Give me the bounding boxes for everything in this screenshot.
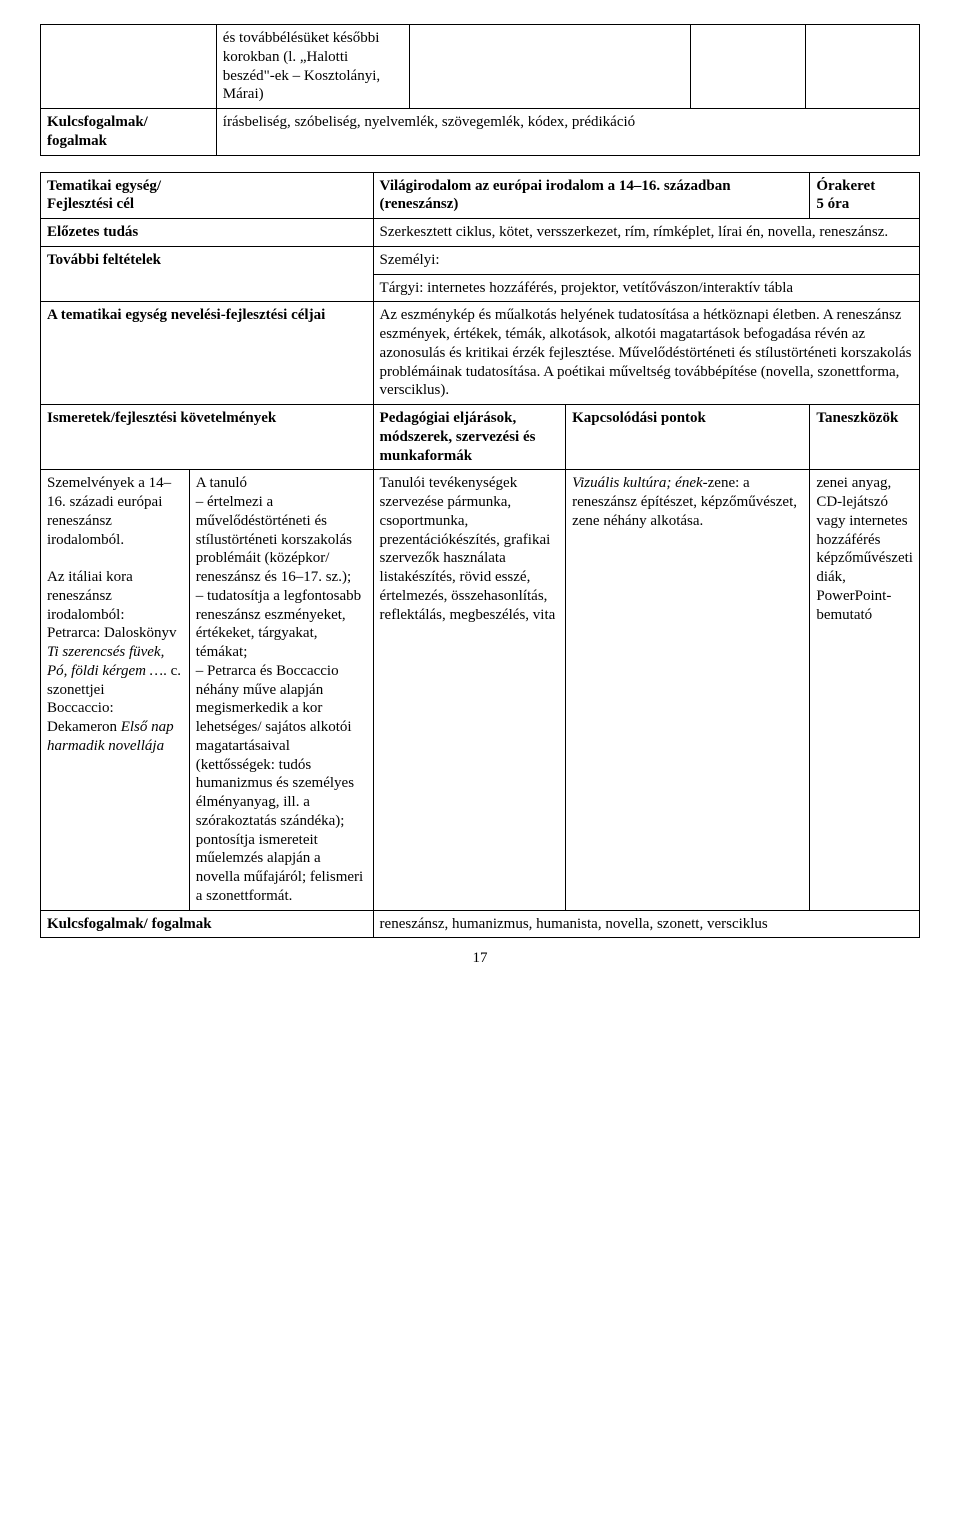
cell-szemelyi: Személyi:: [373, 246, 919, 274]
cell-tematikai-egyseg-label: Tematikai egység/ Fejlesztési cél: [41, 172, 374, 219]
text: – értelmezi a művelődéstörténeti és stíl…: [196, 494, 352, 585]
cell-celjai-label: A tematikai egység nevelési-fejlesztési …: [41, 302, 374, 405]
text: Fejlesztési cél: [47, 196, 134, 212]
table-header-block: és továbbélésüket későbbi korokban (l. „…: [40, 24, 920, 156]
cell-taneszkozok-header: Taneszközök: [810, 405, 920, 470]
cell-continuation: és továbbélésüket későbbi korokban (l. „…: [216, 25, 409, 109]
text: Petrarca: Daloskönyv: [47, 625, 177, 641]
cell-kapcsolodasi-header: Kapcsolódási pontok: [566, 405, 810, 470]
text-italic: Vizuális kultúra;: [572, 475, 671, 491]
table-main: Tematikai egység/ Fejlesztési cél Világi…: [40, 172, 920, 939]
cell-kulcsfogalmak2-label: Kulcsfogalmak/ fogalmak: [41, 910, 374, 938]
cell-ismeretek-header: Ismeretek/fejlesztési követelmények: [41, 405, 374, 470]
cell-elozetes-tudas-value: Szerkesztett ciklus, kötet, versszerkeze…: [373, 219, 919, 247]
cell-szemelvenyek: Szemelvények a 14–16. századi európai re…: [41, 470, 190, 910]
text: – tudatosítja a legfontosabb reneszánsz …: [196, 588, 361, 660]
text: Boccaccio: Dekameron: [47, 700, 121, 735]
cell-targyi: Tárgyi: internetes hozzáférés, projektor…: [373, 274, 919, 302]
text-italic: Ti szerencsés füvek, Pó, földi kérgem …: [47, 644, 164, 679]
cell-celjai-value: Az eszménykép és műalkotás helyének tuda…: [373, 302, 919, 405]
cell-pedagogiai: Tanulói tevékenységek szervezése pármunk…: [373, 470, 566, 910]
text: – Petrarca és Boccaccio néhány műve alap…: [196, 663, 363, 904]
cell-tovabbi-feltetelek-label: További feltételek: [41, 246, 374, 302]
text: A tanuló: [196, 475, 247, 491]
text: Az itáliai kora reneszánsz irodalomból:: [47, 569, 133, 623]
cell-kapcsolodasi: Vizuális kultúra; ének-zene: a reneszáns…: [566, 470, 810, 910]
cell-empty: [410, 25, 691, 109]
text-italic: ének: [671, 475, 702, 491]
cell-empty: [691, 25, 805, 109]
page-number: 17: [40, 950, 920, 967]
text: Órakeret: [816, 178, 875, 194]
cell-kulcsfogalmak2-value: reneszánsz, humanizmus, humanista, novel…: [373, 910, 919, 938]
cell-tematikai-egyseg-value: Világirodalom az európai irodalom a 14–1…: [373, 172, 810, 219]
text: Tematikai egység/: [47, 178, 161, 194]
cell-elozetes-tudas-label: Előzetes tudás: [41, 219, 374, 247]
cell-empty: [805, 25, 919, 109]
text: 5 óra: [816, 196, 849, 212]
cell-taneszkozok: zenei anyag, CD-lejátszó vagy internetes…: [810, 470, 920, 910]
cell-kulcsfogalmak-label: Kulcsfogalmak/ fogalmak: [41, 109, 217, 156]
cell-pedagogiai-header: Pedagógiai eljárások, módszerek, szervez…: [373, 405, 566, 470]
cell-empty: [41, 25, 217, 109]
text: Szemelvények a 14–16. századi európai re…: [47, 475, 171, 547]
cell-kulcsfogalmak-value: írásbeliség, szóbeliség, nyelvemlék, szö…: [216, 109, 919, 156]
cell-orakeret: Órakeret 5 óra: [810, 172, 920, 219]
cell-tanulo: A tanuló – értelmezi a művelődéstörténet…: [189, 470, 373, 910]
